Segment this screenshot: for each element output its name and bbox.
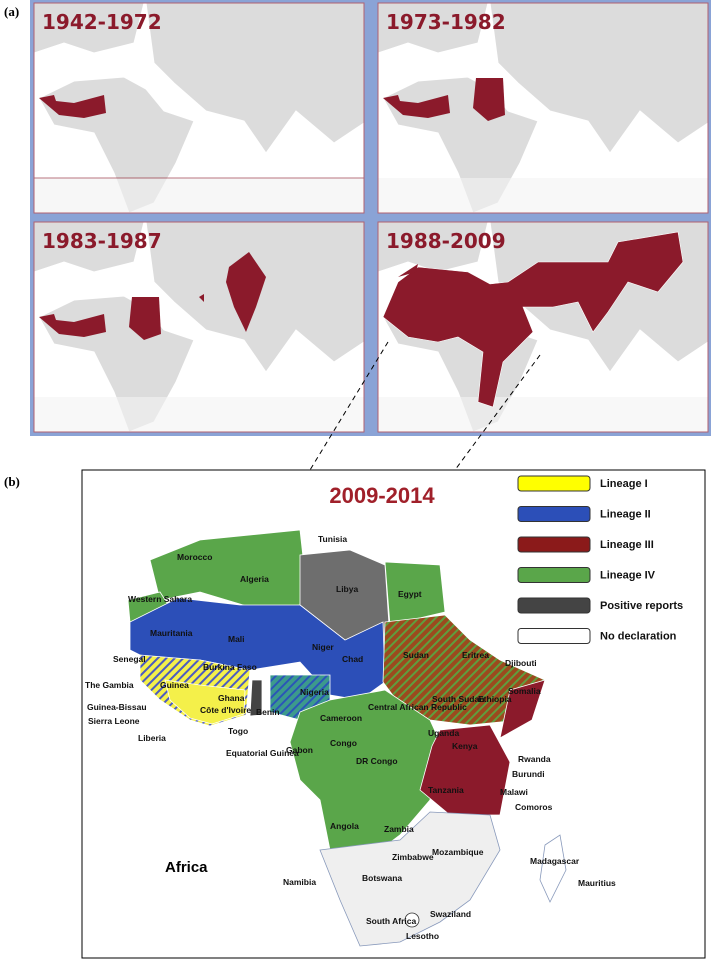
- connector: [309, 341, 389, 471]
- country-label: The Gambia: [85, 680, 134, 690]
- country-label: South Africa: [366, 916, 416, 926]
- country-label: Gabon: [286, 745, 313, 755]
- legend-swatch: [517, 475, 591, 492]
- country-label: Namibia: [283, 877, 316, 887]
- country-label: Swaziland: [430, 909, 471, 919]
- country-label: Botswana: [362, 873, 402, 883]
- legend-label: Positive reports: [600, 600, 683, 612]
- country-label: Burkina Faso: [203, 662, 257, 672]
- country-label: Mozambique: [432, 847, 484, 857]
- legend: Lineage I Lineage II Lineage III Lineage IV…: [517, 475, 683, 644]
- map-panel: 1988-2009: [377, 221, 709, 433]
- panel-label: (a): [4, 4, 19, 19]
- country-label: Senegal: [113, 654, 146, 664]
- country-label: Sudan: [403, 650, 429, 660]
- legend-label: Lineage III: [600, 539, 654, 551]
- country-label: Niger: [312, 642, 334, 652]
- period-title: 1942-1972: [42, 10, 162, 34]
- country-label: Tunisia: [318, 534, 347, 544]
- country-label: Equatorial Guinea: [226, 748, 299, 758]
- country-label: Togo: [228, 726, 248, 736]
- period-title: 1983-1987: [42, 229, 162, 253]
- country-label: Ghana: [218, 693, 245, 703]
- legend-swatch: [517, 597, 591, 614]
- country-label: Tanzania: [428, 785, 464, 795]
- country-label: Lesotho: [406, 931, 439, 941]
- legend-swatch: [517, 628, 591, 644]
- country-label: Malawi: [500, 787, 528, 797]
- connector: [454, 354, 541, 471]
- country-label: Djibouti: [505, 658, 537, 668]
- country-label: Guinea-Bissau: [87, 702, 147, 712]
- africa-map: [127, 529, 567, 947]
- country-label: Mauritius: [578, 878, 616, 888]
- country-label: Burundi: [512, 769, 545, 779]
- country-label: Western Sahara: [128, 594, 192, 604]
- country-label: Uganda: [428, 728, 459, 738]
- map-title: 2009-2014: [329, 483, 435, 508]
- country-label: Nigeria: [300, 687, 329, 697]
- legend-label: Lineage II: [600, 509, 651, 521]
- country-label: Egypt: [398, 589, 422, 599]
- country-label: Zambia: [384, 824, 414, 834]
- panel-label: (b): [4, 474, 20, 489]
- country-label: Benin: [256, 707, 280, 717]
- legend-label: Lineage IV: [600, 570, 656, 582]
- map-panel: 1983-1987: [33, 221, 365, 433]
- country-label: Liberia: [138, 733, 166, 743]
- country-label: Mali: [228, 634, 245, 644]
- country-label: Angola: [330, 821, 359, 831]
- legend-swatch: [517, 567, 591, 583]
- country-label: Eritrea: [462, 650, 489, 660]
- country-label: DR Congo: [356, 756, 398, 766]
- map-panel: 1942-1972: [33, 2, 365, 214]
- country-label: Ethiopia: [478, 694, 512, 704]
- country-label: Cameroon: [320, 713, 362, 723]
- country-label: Central African Republic: [368, 702, 467, 712]
- country-label: Côte d'Ivoire: [200, 705, 251, 715]
- legend-swatch: [517, 506, 591, 522]
- country-label: Rwanda: [518, 754, 551, 764]
- country-label: Somalia: [508, 686, 541, 696]
- country-label: Zimbabwe: [392, 852, 434, 862]
- country-label: Chad: [342, 654, 363, 664]
- period-title: 1973-1982: [386, 10, 506, 34]
- legend-label: No declaration: [600, 631, 677, 643]
- country-label: Comoros: [515, 802, 553, 812]
- country-label: Madagascar: [530, 856, 580, 866]
- country-label: Kenya: [452, 741, 478, 751]
- country-label: Sierra Leone: [88, 716, 140, 726]
- legend-swatch: [517, 536, 591, 553]
- period-title: 1988-2009: [386, 229, 506, 253]
- country-label: Morocco: [177, 552, 212, 562]
- country-label: South Sudan: [432, 694, 484, 704]
- country-label: Guinea: [160, 680, 189, 690]
- country-label: Algeria: [240, 574, 269, 584]
- region-label: Africa: [165, 859, 208, 876]
- legend-label: Lineage I: [600, 478, 648, 490]
- country-labels: Tunisia Morocco Algeria Libya Egypt West…: [85, 534, 616, 941]
- country-label: Mauritania: [150, 628, 193, 638]
- map-panel: 1973-1982: [377, 2, 709, 214]
- country-label: Congo: [330, 738, 357, 748]
- country-label: Libya: [336, 584, 358, 594]
